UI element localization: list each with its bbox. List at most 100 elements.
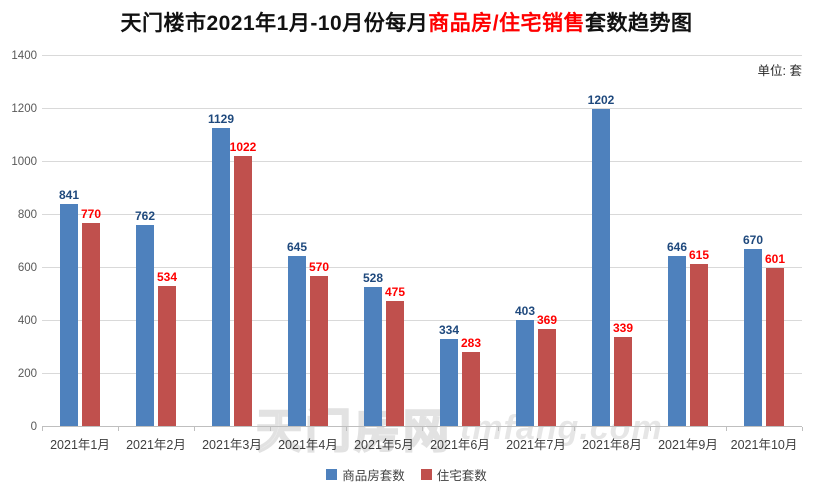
- chart-title: 天门楼市2021年1月-10月份每月商品房/住宅销售套数趋势图: [0, 7, 813, 37]
- bar-value-label: 646: [666, 239, 688, 254]
- bar-group-2021年3月: 1129 1022: [194, 56, 270, 427]
- bar-group-2021年1月: 841 770: [42, 56, 118, 427]
- gridline-1400: [42, 55, 802, 56]
- gridline-1200: [42, 108, 802, 109]
- x-tick: [270, 427, 271, 431]
- legend: 商品房套数 住宅套数: [0, 465, 813, 484]
- x-tick: [194, 427, 195, 431]
- title-highlight: 商品房/住宅销售: [428, 12, 586, 35]
- x-tick: [650, 427, 651, 431]
- bar-value-label: 762: [134, 209, 156, 224]
- gridline-400: [42, 320, 802, 321]
- bar-商品房套数-2021年10月[interactable]: 670: [743, 233, 763, 427]
- legend-label: 商品房套数: [342, 469, 405, 483]
- bar-住宅套数-2021年6月[interactable]: 283: [461, 336, 481, 427]
- bar-value-label: 283: [460, 336, 482, 350]
- x-category-label-2021年2月: 2021年2月: [126, 438, 186, 452]
- y-tick-label-1400: 1400: [11, 50, 37, 62]
- bar-商品房套数-2021年5月[interactable]: 528: [363, 271, 383, 427]
- bar-住宅套数-2021年10月[interactable]: 601: [765, 252, 785, 427]
- legend-item-商品房套数[interactable]: 商品房套数: [326, 465, 405, 484]
- x-tick: [118, 427, 119, 431]
- x-tick: [346, 427, 347, 431]
- unit-label: 单位: 套: [757, 64, 802, 78]
- bar-value-label: 334: [438, 322, 460, 337]
- x-category-label-2021年5月: 2021年5月: [354, 438, 414, 452]
- x-tick: [498, 427, 499, 431]
- bar-group-2021年10月: 670 601: [726, 56, 802, 427]
- bar-商品房套数-2021年8月[interactable]: 1202: [588, 93, 614, 427]
- y-tick-label-400: 400: [17, 315, 37, 327]
- bar-住宅套数-2021年4月[interactable]: 570: [309, 260, 329, 427]
- x-axis-line: [42, 426, 802, 427]
- y-tick-label-600: 600: [17, 262, 37, 274]
- bar-value-label: 534: [156, 269, 178, 284]
- y-axis-labels: 0 200 400 600 800 1000 1200 1400: [0, 50, 37, 433]
- bar-value-label: 369: [536, 313, 558, 328]
- bar-value-label: 645: [286, 240, 308, 255]
- y-tick-label-800: 800: [17, 209, 37, 221]
- bar-group-2021年9月: 646 615: [650, 56, 726, 427]
- x-category-label-2021年1月: 2021年1月: [50, 438, 110, 452]
- x-tick: [42, 427, 43, 431]
- bar-商品房套数-2021年4月[interactable]: 645: [287, 240, 307, 427]
- bar-住宅套数-2021年5月[interactable]: 475: [385, 285, 405, 427]
- gridline-800: [42, 214, 802, 215]
- bar-住宅套数-2021年7月[interactable]: 369: [537, 313, 557, 427]
- bar-商品房套数-2021年7月[interactable]: 403: [515, 304, 535, 427]
- bar-group-2021年8月: 1202 339: [574, 56, 650, 427]
- x-category-label-2021年6月: 2021年6月: [430, 438, 490, 452]
- y-tick-label-200: 200: [17, 368, 37, 380]
- gridline-600: [42, 267, 802, 268]
- gridline-200: [42, 373, 802, 374]
- y-tick-label-1000: 1000: [11, 156, 37, 168]
- bar-value-label: 601: [764, 251, 786, 266]
- legend-item-住宅套数[interactable]: 住宅套数: [420, 465, 487, 484]
- x-category-label-2021年7月: 2021年7月: [506, 438, 566, 452]
- bar-商品房套数-2021年6月[interactable]: 334: [439, 323, 459, 427]
- bar-value-label: 770: [80, 206, 102, 221]
- bar-住宅套数-2021年8月[interactable]: 339: [613, 321, 633, 427]
- x-category-label-2021年4月: 2021年4月: [278, 438, 338, 452]
- bar-住宅套数-2021年1月[interactable]: 770: [81, 207, 101, 427]
- y-tick-label-0: 0: [30, 421, 37, 433]
- x-category-label-2021年10月: 2021年10月: [730, 438, 798, 452]
- bar-group-2021年7月: 403 369: [498, 56, 574, 427]
- bar-value-label: 670: [742, 233, 764, 248]
- legend-swatch-icon: [420, 469, 432, 480]
- bar-value-label: 339: [612, 321, 634, 336]
- bar-group-2021年2月: 762 534: [118, 56, 194, 427]
- plot-area: 841 770 762 534 1129 1022 645 570 528 475 334 283 40…: [42, 55, 803, 431]
- bar-value-label: 1022: [229, 140, 257, 155]
- bar-value-label: 403: [514, 304, 536, 319]
- legend-swatch-icon: [326, 469, 338, 480]
- bar-商品房套数-2021年2月[interactable]: 762: [135, 209, 155, 427]
- x-tick: [422, 427, 423, 431]
- bar-商品房套数-2021年3月[interactable]: 1129: [208, 112, 234, 427]
- bar-住宅套数-2021年2月[interactable]: 534: [157, 270, 177, 427]
- title-suffix: 套数趋势图: [585, 12, 693, 35]
- bar-value-label: 841: [58, 188, 80, 203]
- x-axis-category-labels: 2021年1月 2021年2月 2021年3月 2021年4月 2021年5月 2021年…: [42, 434, 802, 453]
- title-prefix: 天门楼市2021年1月-10月份每月: [120, 12, 429, 35]
- bar-group-2021年6月: 334 283: [422, 56, 498, 427]
- bar-商品房套数-2021年1月[interactable]: 841: [59, 188, 79, 427]
- bar-商品房套数-2021年9月[interactable]: 646: [667, 240, 687, 427]
- x-tick: [726, 427, 727, 431]
- legend-label: 住宅套数: [436, 469, 487, 483]
- bar-value-label: 475: [384, 285, 406, 300]
- x-tick: [574, 427, 575, 431]
- bar-住宅套数-2021年3月[interactable]: 1022: [230, 140, 256, 427]
- bar-value-label: 570: [308, 259, 330, 274]
- x-tick: [802, 427, 803, 431]
- bar-value-label: 528: [362, 271, 384, 286]
- bar-group-2021年5月: 528 475: [346, 56, 422, 427]
- gridline-1000: [42, 161, 802, 162]
- bar-group-2021年4月: 645 570: [270, 56, 346, 427]
- bar-groups: 841 770 762 534 1129 1022 645 570 528 475 334 283 40…: [42, 56, 802, 427]
- y-tick-label-1200: 1200: [11, 103, 37, 115]
- bar-value-label: 1129: [207, 111, 235, 126]
- x-category-label-2021年8月: 2021年8月: [582, 438, 642, 452]
- bar-住宅套数-2021年9月[interactable]: 615: [689, 248, 709, 427]
